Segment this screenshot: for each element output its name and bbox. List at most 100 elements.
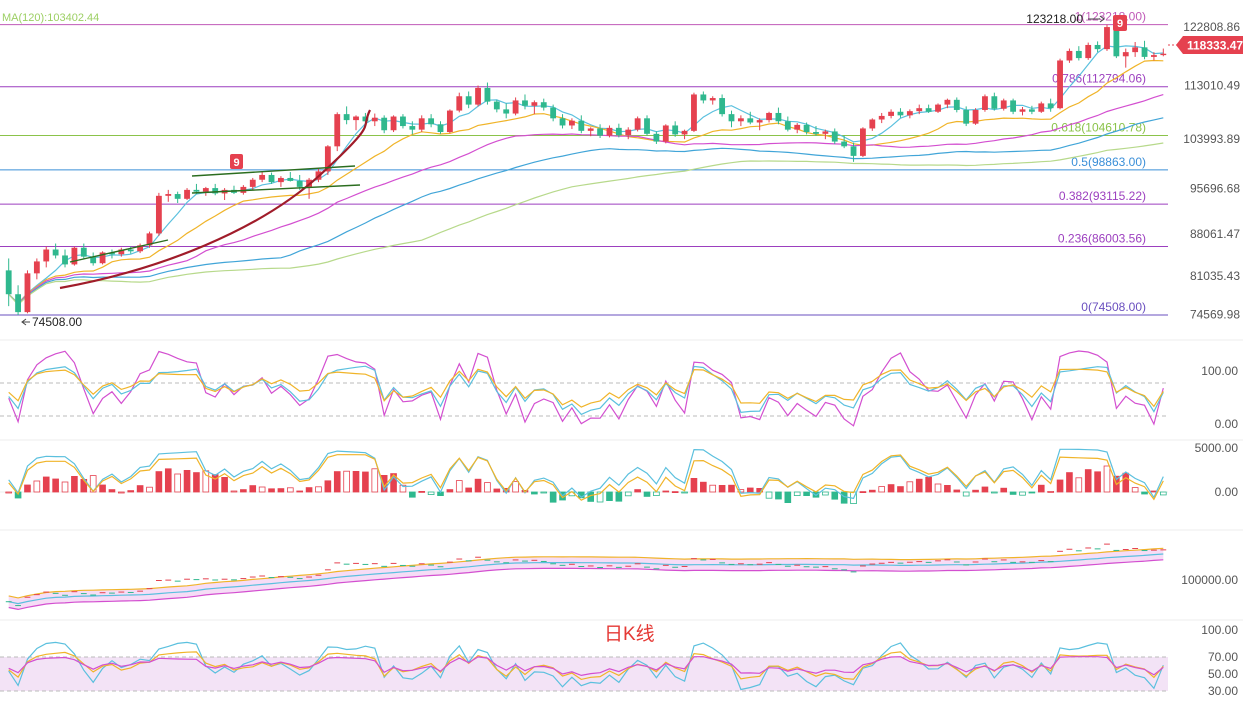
macd-bar <box>427 491 435 495</box>
candle-body <box>400 116 406 127</box>
macd-bar <box>1103 465 1111 493</box>
macd-bar <box>746 487 754 493</box>
candle-body <box>578 120 585 131</box>
drawing-annotations <box>59 109 371 290</box>
macd-bar <box>24 484 31 493</box>
candle-body <box>587 128 594 131</box>
candle-body <box>71 247 78 265</box>
kdj-k-line <box>8 365 1164 416</box>
candle <box>278 176 284 187</box>
high-marker-text: 123218.00 <box>1026 12 1083 26</box>
macd-bar <box>474 478 482 493</box>
macd-bar <box>775 491 782 500</box>
macd-bar <box>127 490 135 493</box>
candle <box>709 96 716 105</box>
price-tick-0: 122808.86 <box>1183 20 1240 34</box>
candle <box>62 249 68 268</box>
price-tick-6: 74569.98 <box>1190 308 1240 322</box>
candle <box>353 115 359 131</box>
candle <box>906 109 913 119</box>
candle-body <box>202 188 209 192</box>
candle <box>728 110 735 128</box>
candle <box>700 91 707 104</box>
candle-body <box>1019 109 1026 112</box>
candle-body <box>493 101 500 110</box>
candle <box>1075 46 1082 61</box>
candle <box>99 251 106 265</box>
macd-bar <box>118 491 125 494</box>
candlesticks[interactable] <box>5 24 1167 316</box>
candle <box>540 98 547 111</box>
candle-body <box>212 188 219 194</box>
candle-body <box>1085 44 1092 59</box>
candle <box>52 243 59 259</box>
macd-bar <box>991 491 998 494</box>
candle <box>953 97 960 113</box>
candle <box>737 115 744 127</box>
candle-body <box>1132 47 1139 53</box>
candle-body <box>146 233 153 246</box>
candle <box>212 183 219 196</box>
ma-line-10 <box>8 59 1164 305</box>
candle-body <box>1075 50 1082 59</box>
candle-body <box>1113 27 1120 57</box>
candle <box>475 85 481 107</box>
osc-tick-1-1: 0.00 <box>1215 485 1239 499</box>
macd-bar <box>268 488 275 493</box>
macd-bar <box>953 489 961 493</box>
osc-tick-2-0: 100000.00 <box>1181 573 1238 587</box>
candle-body <box>43 249 50 262</box>
macd-bar <box>1037 484 1045 493</box>
candle-body <box>888 111 894 116</box>
macd-bar <box>99 484 106 493</box>
macd-bar <box>455 480 463 493</box>
candle-body <box>982 96 988 110</box>
macd-bar <box>944 484 951 493</box>
candle-body <box>24 273 31 313</box>
candle <box>184 188 190 201</box>
candle <box>869 118 876 131</box>
candle <box>146 231 153 248</box>
candle <box>972 108 979 125</box>
ma-line-45 <box>8 142 1164 306</box>
macd-bar <box>362 471 369 493</box>
candle-body <box>90 256 97 264</box>
macd-bar <box>906 481 914 493</box>
candle <box>324 145 331 175</box>
candle-body <box>653 133 660 142</box>
candle <box>118 247 125 257</box>
rsi-panel <box>0 641 1168 692</box>
candle-body <box>343 114 350 121</box>
price-tick-5: 81035.43 <box>1190 269 1240 283</box>
candle-body <box>972 109 979 124</box>
macd-bar <box>305 487 313 493</box>
candle <box>775 107 782 125</box>
candle-body <box>1160 53 1167 56</box>
candle <box>597 124 603 138</box>
macd-bar <box>33 480 41 493</box>
candle <box>766 111 772 123</box>
trendline-flag-top <box>191 165 356 177</box>
kdj-d-line <box>8 368 1164 408</box>
candle <box>71 246 78 266</box>
candle <box>343 106 350 125</box>
candle <box>878 112 885 124</box>
candle-body <box>719 98 726 115</box>
macd-bar <box>240 489 247 493</box>
candle <box>860 127 866 158</box>
last-price-text: 118333.47 <box>1187 39 1243 53</box>
low-marker-text: 74508.00 <box>32 315 82 329</box>
macd-bar <box>183 469 191 493</box>
candle-body <box>446 110 453 133</box>
macd-bar <box>662 490 670 493</box>
osc-tick-3-0: 100.00 <box>1201 623 1238 637</box>
macd-bar <box>531 491 538 495</box>
candle <box>306 177 312 199</box>
candle-body <box>296 180 303 187</box>
candle-body <box>437 124 444 133</box>
candle-body <box>33 261 40 274</box>
price-tick-4: 88061.47 <box>1190 227 1240 241</box>
macd-bar <box>155 471 163 493</box>
candle-body <box>409 126 416 130</box>
